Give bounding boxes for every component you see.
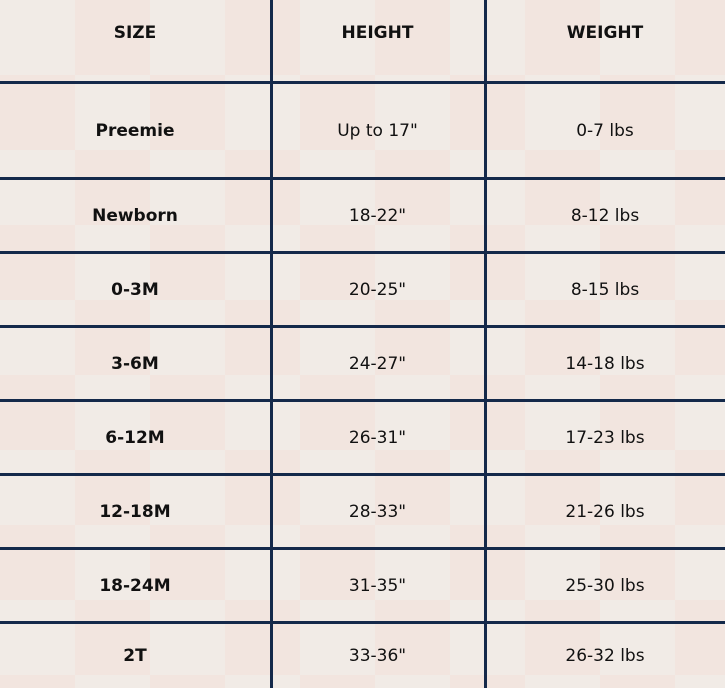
cell-weight: 26-32 lbs <box>565 646 645 666</box>
cell-height: Up to 17" <box>337 120 418 141</box>
header-weight: WEIGHT <box>566 23 644 43</box>
cell-size: 0-3M <box>111 279 159 300</box>
row-divider <box>0 325 725 328</box>
row-divider <box>0 251 725 254</box>
cell-height: 18-22" <box>348 205 407 226</box>
cell-size: 12-18M <box>99 501 171 522</box>
cell-height: 26-31" <box>348 427 407 448</box>
row-divider <box>0 473 725 476</box>
row-divider <box>0 399 725 402</box>
cell-height: 28-33" <box>348 501 407 522</box>
cell-size: 3-6M <box>111 353 159 374</box>
row-divider <box>0 621 725 624</box>
column-divider <box>270 0 273 688</box>
column-divider <box>484 0 487 688</box>
cell-size: Preemie <box>95 120 175 141</box>
header-height: HEIGHT <box>341 23 414 43</box>
cell-height: 33-36" <box>348 646 407 666</box>
cell-weight: 0-7 lbs <box>576 120 634 141</box>
cell-height: 31-35" <box>348 575 407 596</box>
row-divider <box>0 547 725 550</box>
cell-size: 6-12M <box>105 427 165 448</box>
row-divider <box>0 177 725 180</box>
cell-weight: 17-23 lbs <box>565 427 645 448</box>
cell-weight: 25-30 lbs <box>565 575 645 596</box>
cell-height: 20-25" <box>348 279 407 300</box>
cell-size: 18-24M <box>99 575 171 596</box>
cell-weight: 14-18 lbs <box>565 353 645 374</box>
cell-size: 2T <box>123 646 147 666</box>
header-size: SIZE <box>113 23 157 43</box>
cell-weight: 21-26 lbs <box>565 501 645 522</box>
row-divider <box>0 81 725 84</box>
cell-weight: 8-12 lbs <box>570 205 640 226</box>
cell-size: Newborn <box>92 205 178 226</box>
cell-height: 24-27" <box>348 353 407 374</box>
cell-weight: 8-15 lbs <box>570 279 640 300</box>
